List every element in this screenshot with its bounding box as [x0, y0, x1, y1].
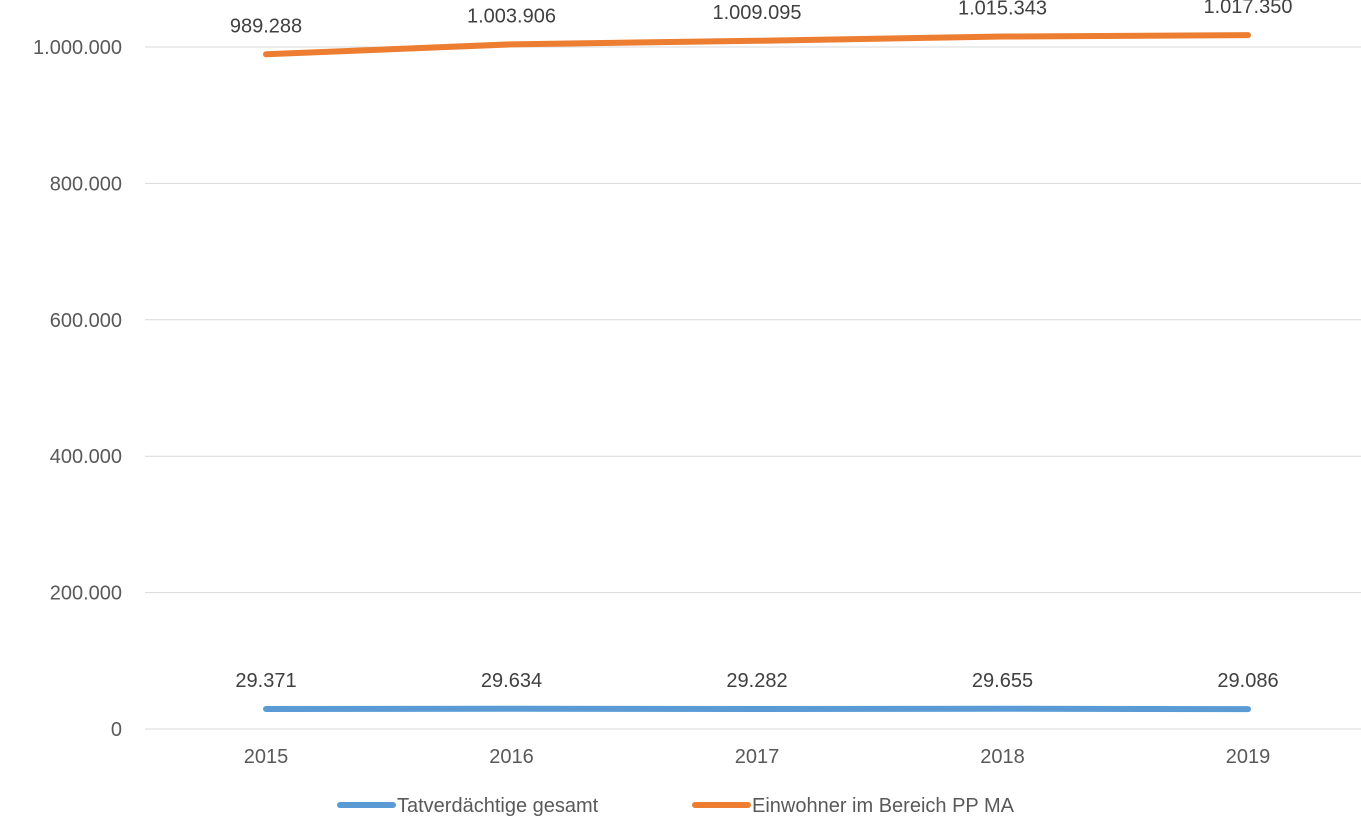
data-label: 29.655 — [972, 670, 1033, 692]
x-tick-label: 2016 — [489, 746, 534, 768]
y-tick-label: 200.000 — [50, 583, 122, 605]
data-labels: 29.371 29.634 29.282 29.655 29.086 989.288 1.0… — [230, 0, 1293, 692]
legend-label: Tatverdächtige gesamt — [397, 795, 599, 817]
data-label: 1.009.095 — [713, 2, 802, 24]
data-label: 1.017.350 — [1204, 0, 1293, 18]
legend-label: Einwohner im Bereich PP MA — [752, 795, 1015, 817]
data-label: 1.015.343 — [958, 0, 1047, 20]
data-label: 29.634 — [481, 670, 542, 692]
data-label: 29.282 — [726, 670, 787, 692]
y-tick-label: 0 — [111, 719, 122, 741]
legend: Tatverdächtige gesamt Einwohner im Bereic… — [337, 795, 1015, 817]
y-axis-ticks: 0 200.000 400.000 600.000 800.000 1.000.000 — [33, 37, 122, 741]
y-tick-label: 400.000 — [50, 446, 122, 468]
x-tick-label: 2015 — [244, 746, 289, 768]
y-tick-label: 1.000.000 — [33, 37, 122, 59]
data-label: 989.288 — [230, 15, 302, 37]
data-label: 1.003.906 — [467, 5, 556, 27]
data-label: 29.371 — [235, 670, 296, 692]
x-tick-label: 2019 — [1226, 746, 1271, 768]
x-axis-ticks: 2015 2016 2017 2018 2019 — [244, 746, 1271, 768]
y-tick-label: 600.000 — [50, 310, 122, 332]
x-tick-label: 2018 — [980, 746, 1025, 768]
data-label: 29.086 — [1217, 670, 1278, 692]
y-tick-label: 800.000 — [50, 173, 122, 195]
x-tick-label: 2017 — [735, 746, 780, 768]
series-line-1 — [263, 32, 1251, 58]
series-lines — [263, 32, 1251, 713]
gridlines — [145, 46, 1361, 730]
